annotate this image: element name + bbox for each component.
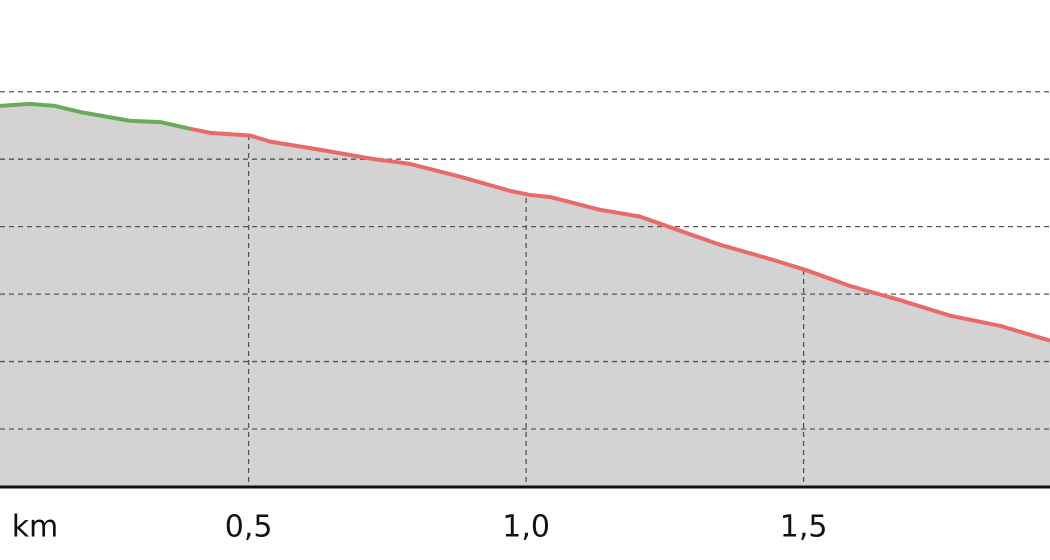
profile-line [189,126,1050,343]
x-tick-label: 1,0 [502,510,550,545]
x-tick-label: 0,5 [225,510,273,545]
x-axis-label: km [12,510,59,545]
area [0,103,1050,488]
profile-line [0,101,191,131]
x-tick-label: 1,5 [780,510,828,545]
